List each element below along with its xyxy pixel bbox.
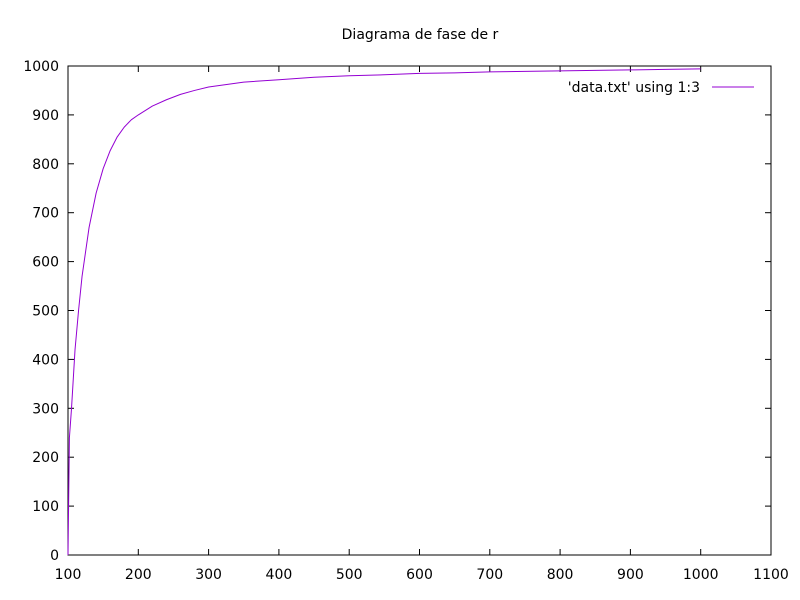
chart-title: Diagrama de fase de r [342, 27, 499, 43]
y-tick-label: 600 [32, 255, 59, 271]
y-tick-label: 0 [50, 548, 59, 564]
x-tick-label: 700 [476, 567, 503, 583]
x-tick-label: 500 [336, 567, 363, 583]
y-tick-label: 400 [32, 352, 59, 368]
x-tick-label: 900 [617, 567, 644, 583]
y-tick-label: 200 [32, 450, 59, 466]
y-tick-label: 300 [32, 401, 59, 417]
x-tick-label: 600 [406, 567, 433, 583]
x-tick-label: 100 [55, 567, 82, 583]
legend: 'data.txt' using 1:3 [568, 80, 754, 96]
y-tick-label: 100 [32, 499, 59, 515]
series-line [67, 68, 701, 556]
y-tick-label: 800 [32, 157, 59, 173]
legend-label: 'data.txt' using 1:3 [568, 80, 700, 96]
y-tick-label: 700 [32, 206, 59, 222]
x-tick-label: 1000 [683, 567, 719, 583]
y-tick-label: 500 [32, 304, 59, 320]
plot-frame [67, 65, 772, 556]
x-axis: 100 200 300 400 500 600 700 800 900 1000 1100 [55, 66, 789, 583]
x-tick-label: 200 [125, 567, 152, 583]
y-axis: 0 100 200 300 400 500 600 700 800 900 1000 [23, 59, 771, 564]
x-tick-label: 300 [195, 567, 222, 583]
x-tick-label: 400 [266, 567, 293, 583]
x-tick-label: 800 [547, 567, 574, 583]
y-tick-label: 900 [32, 108, 59, 124]
y-tick-label: 1000 [23, 59, 59, 75]
x-tick-label: 1100 [753, 567, 789, 583]
series-layer [67, 68, 701, 556]
